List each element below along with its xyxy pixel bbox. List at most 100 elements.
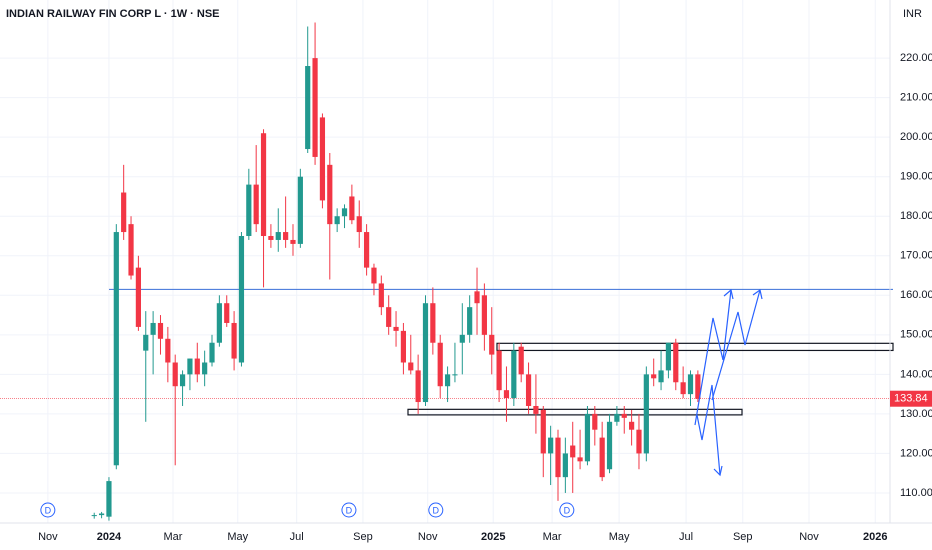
projection-arrow: [696, 384, 721, 476]
event-marker: [40, 502, 56, 518]
x-tick-label: Nov: [38, 531, 58, 543]
arrow-head: [752, 288, 763, 300]
candle-body: [474, 291, 480, 304]
candle-body: [570, 445, 576, 458]
candle-body: [246, 184, 252, 237]
candle-body: [275, 232, 281, 240]
candle-body: [467, 307, 473, 335]
candle-body: [341, 208, 348, 217]
x-tick-label: Nov: [799, 531, 819, 543]
candle-body: [614, 413, 620, 422]
candle-body: [98, 513, 105, 516]
y-tick-label: 190.00: [900, 171, 932, 183]
candle-body: [386, 307, 392, 327]
candle-body: [128, 224, 134, 276]
candle-body: [592, 413, 598, 430]
candle-body: [179, 374, 186, 387]
candle-body: [422, 303, 429, 403]
candle-body: [665, 342, 672, 371]
candle-body: [135, 267, 141, 327]
candle-body: [658, 370, 664, 383]
x-tick-label: Mar: [164, 531, 183, 543]
event-marker: [428, 502, 444, 518]
candle-body: [525, 374, 532, 406]
candle-body: [194, 358, 200, 375]
candle-body: [687, 374, 694, 395]
candle-body: [349, 196, 355, 221]
currency: INR: [903, 8, 922, 20]
candle-body: [430, 303, 436, 343]
event-label: D: [433, 505, 440, 515]
candle-body: [651, 374, 657, 379]
candle-body: [305, 66, 311, 150]
x-tick-label: Sep: [733, 531, 753, 543]
candle-body: [673, 342, 679, 383]
candle-body: [393, 326, 399, 331]
y-tick-label: 150.00: [900, 329, 932, 341]
candle-body: [371, 267, 377, 284]
candle-body: [584, 413, 591, 462]
candle-body: [231, 322, 237, 359]
candle-body: [319, 117, 326, 201]
candle-body: [253, 184, 259, 225]
candle-body: [216, 303, 222, 343]
y-tick-label: 210.00: [900, 92, 932, 104]
candle-body: [459, 334, 465, 343]
event-label: D: [346, 505, 353, 515]
candle-body: [452, 374, 458, 376]
arrow-head: [723, 288, 734, 300]
candle-body: [165, 338, 171, 363]
candle-body: [415, 370, 421, 403]
candle-body: [695, 374, 701, 399]
candle-body: [481, 295, 487, 335]
candle-body: [548, 437, 554, 454]
candle-body: [334, 216, 340, 225]
x-tick-label: Nov: [418, 531, 438, 543]
candle-body: [636, 429, 642, 454]
candle-body: [577, 457, 583, 462]
candle-body: [489, 334, 495, 355]
x-tick-label: 2026: [863, 531, 887, 543]
x-tick-label: May: [609, 531, 630, 543]
candle-body: [562, 453, 568, 478]
event-marker: [341, 502, 357, 518]
candle-body: [143, 334, 149, 351]
y-tick-label: 120.00: [900, 447, 932, 459]
candle-body: [209, 342, 215, 363]
candle-body: [172, 362, 178, 387]
candle-body: [202, 362, 208, 375]
candle-body: [437, 342, 443, 387]
candle-body: [599, 437, 605, 478]
candle-body: [629, 421, 635, 430]
grid: [0, 0, 890, 523]
candle-body: [621, 413, 627, 418]
candle-body: [297, 176, 303, 244]
candle-body: [408, 362, 414, 371]
chart-title: INDIAN RAILWAY FIN CORP L · 1W · NSE: [6, 8, 220, 20]
candle-body: [238, 236, 245, 363]
projection-arrow: [711, 289, 761, 401]
candle-body: [157, 322, 164, 339]
candle-body: [327, 164, 333, 225]
x-tick-label: 2025: [481, 531, 505, 543]
x-tick-label: 2024: [97, 531, 122, 543]
x-tick-label: Jul: [290, 531, 304, 543]
candle-body: [260, 133, 267, 237]
event-label: D: [564, 505, 571, 515]
candle-body: [511, 350, 517, 399]
candle-body: [518, 346, 524, 375]
candle-body: [503, 390, 510, 399]
y-tick-label: 130.00: [900, 408, 932, 420]
y-tick-label: 180.00: [900, 210, 932, 222]
candle-body: [364, 232, 370, 268]
last-price-label: 133.84: [894, 393, 928, 405]
projection-arrow: [694, 289, 732, 426]
candle-body: [113, 232, 119, 466]
candle-body: [400, 330, 407, 363]
candle-body: [290, 239, 296, 244]
x-tick-label: Mar: [543, 531, 562, 543]
y-tick-label: 170.00: [900, 250, 932, 262]
candle-body: [121, 192, 127, 233]
drawings: [694, 288, 763, 477]
candle-body: [268, 236, 274, 240]
